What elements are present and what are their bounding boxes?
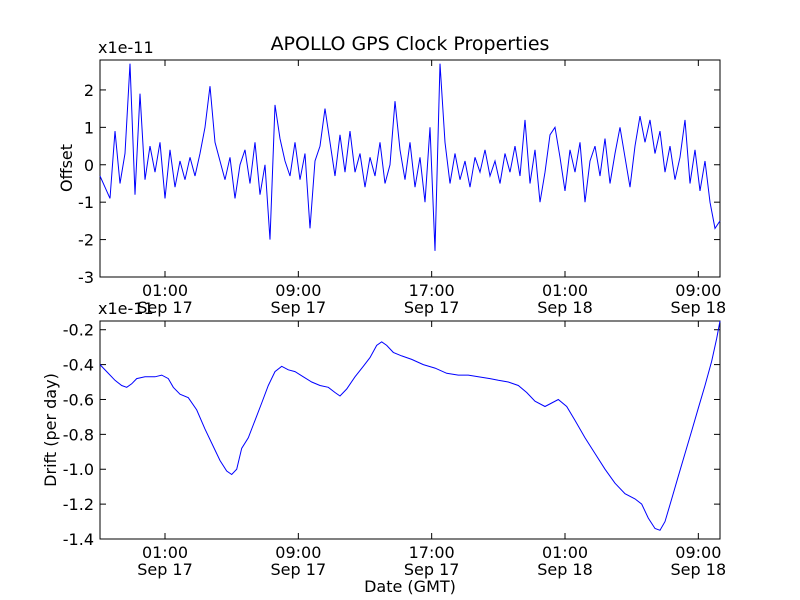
drift-ytick-label: -1.2 xyxy=(63,495,94,514)
drift-ytick-label: -1.0 xyxy=(63,460,94,479)
drift-xtick-time: 01:00 xyxy=(142,543,188,562)
drift-xtick-date: Sep 18 xyxy=(671,560,727,579)
drift-series-group xyxy=(99,320,721,531)
offset-xtick-date: Sep 18 xyxy=(671,298,727,317)
offset-xtick-date: Sep 17 xyxy=(404,298,460,317)
offset-ytick-label: 0 xyxy=(84,156,94,175)
offset-xtick-time: 09:00 xyxy=(675,281,721,300)
offset-xtick-time: 01:00 xyxy=(142,281,188,300)
offset-xtick-time: 17:00 xyxy=(409,281,455,300)
drift-xtick-date: Sep 17 xyxy=(404,560,460,579)
drift-ytick-label: -1.4 xyxy=(63,530,94,549)
drift-xtick-date: Sep 17 xyxy=(137,560,193,579)
offset-series-line xyxy=(99,63,721,251)
offset-xtick-date: Sep 17 xyxy=(137,298,193,317)
drift-scale-label: x1e-11 xyxy=(98,299,154,318)
drift-ytick-label: -0.2 xyxy=(63,321,94,340)
drift-ylabel: Drift (per day) xyxy=(41,373,60,487)
offset-xtick-date: Sep 17 xyxy=(271,298,327,317)
drift-xtick-time: 09:00 xyxy=(275,543,321,562)
drift-y-ticks: -1.4 -1.2 -1.0 -0.8 -0.6 -0.4 -0.2 xyxy=(63,321,720,549)
offset-series-group xyxy=(99,63,721,251)
drift-series-line xyxy=(99,320,721,531)
drift-panel: x1e-11 Drift (per day) -1.4-1.2-1.0-0.8-… xyxy=(41,299,726,596)
drift-xtick-date: Sep 17 xyxy=(271,560,327,579)
offset-y-ticks: -3 -2 -1 0 1 2 xyxy=(78,81,720,287)
chart-title: APOLLO GPS Clock Properties xyxy=(271,33,550,55)
offset-xtick-date: Sep 18 xyxy=(537,298,593,317)
drift-xtick-time: 09:00 xyxy=(675,543,721,562)
offset-axes-frame xyxy=(99,59,721,278)
drift-ytick-label: -0.6 xyxy=(63,390,94,409)
offset-xtick-time: 09:00 xyxy=(275,281,321,300)
offset-ytick-label: -1 xyxy=(78,193,94,212)
offset-ylabel: Offset xyxy=(57,144,76,192)
offset-ytick-label: 1 xyxy=(84,118,94,137)
drift-axes-frame xyxy=(99,320,721,540)
drift-xtick-time: 17:00 xyxy=(409,543,455,562)
drift-xlabel: Date (GMT) xyxy=(364,577,456,596)
offset-ytick-label: -2 xyxy=(78,231,94,250)
offset-ytick-label: 2 xyxy=(84,81,94,100)
offset-ytick-label: -3 xyxy=(78,268,94,287)
drift-xtick-time: 01:00 xyxy=(542,543,588,562)
drift-ytick-label: -0.4 xyxy=(63,356,94,375)
offset-scale-label: x1e-11 xyxy=(98,38,154,57)
drift-ytick-label: -0.8 xyxy=(63,425,94,444)
offset-xtick-time: 01:00 xyxy=(542,281,588,300)
drift-xtick-date: Sep 18 xyxy=(537,560,593,579)
